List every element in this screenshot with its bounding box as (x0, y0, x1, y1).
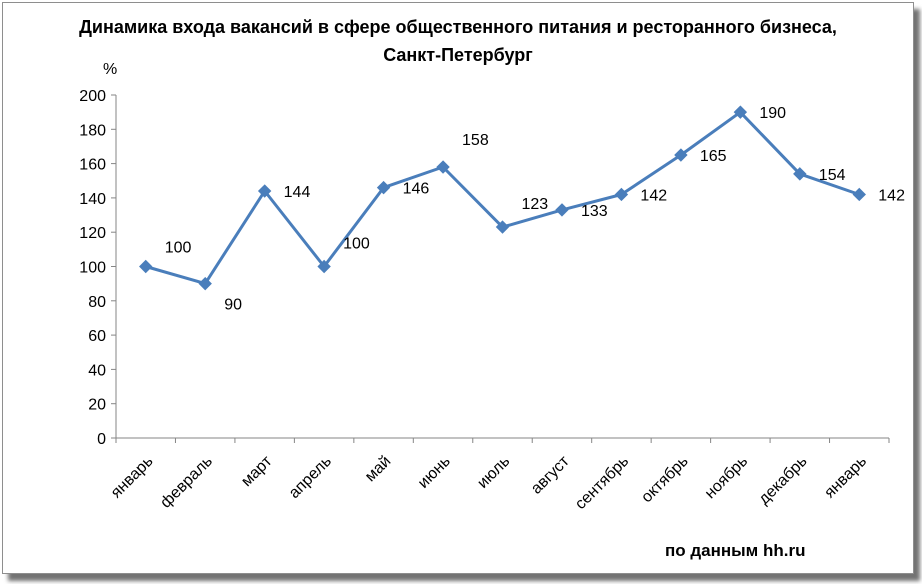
chart-frame: Динамика входа вакансий в сфере обществе… (2, 2, 914, 574)
x-tick-label: январь (108, 453, 157, 502)
y-tick-label: 80 (88, 294, 106, 311)
data-label: 90 (224, 297, 242, 314)
data-label: 100 (343, 236, 370, 253)
chart-title: Динамика входа вакансий в сфере обществе… (3, 13, 913, 69)
data-label: 165 (700, 148, 727, 165)
x-tick-label: февраль (157, 453, 216, 512)
x-tick-label: март (238, 452, 276, 490)
data-point (852, 187, 866, 202)
data-point (436, 160, 450, 174)
y-tick-label: 0 (97, 431, 106, 448)
data-point (376, 180, 391, 195)
data-point (495, 220, 510, 234)
data-point (555, 203, 569, 217)
y-tick-label: 40 (88, 362, 106, 379)
chart-title-line-2: Санкт-Петербург (383, 45, 533, 65)
y-tick-label: 140 (79, 191, 106, 208)
x-tick-label: январь (821, 453, 870, 502)
x-tick-label: май (362, 453, 394, 485)
x-tick-label: июль (474, 453, 513, 492)
data-label: 142 (640, 187, 667, 204)
y-tick-label: 180 (79, 122, 106, 139)
y-tick-label: 160 (79, 157, 106, 174)
data-label: 144 (284, 184, 311, 201)
source-note: по данным hh.ru (665, 541, 806, 560)
data-label: 158 (462, 132, 489, 149)
data-point (257, 184, 272, 198)
y-tick-label: 200 (79, 88, 106, 105)
y-tick-label: 120 (79, 225, 106, 242)
chart-title-line-1: Динамика входа вакансий в сфере обществе… (79, 17, 837, 37)
data-point (733, 105, 748, 119)
x-tick-label: апрель (286, 453, 335, 502)
data-label: 190 (759, 105, 786, 122)
data-point (674, 148, 688, 162)
data-label: 123 (522, 196, 549, 213)
data-point (198, 276, 212, 291)
data-point (614, 187, 629, 202)
data-label: 133 (581, 203, 608, 220)
y-tick-label: 100 (79, 260, 106, 277)
data-label: 154 (819, 167, 846, 184)
data-point (139, 259, 153, 274)
x-tick-label: ноябрь (702, 453, 751, 502)
x-tick-label: декабрь (756, 453, 811, 508)
x-tick-label: август (528, 452, 573, 497)
x-tick-label: октябрь (638, 453, 691, 506)
x-tick-label: сентябрь (572, 453, 632, 513)
data-label: 100 (165, 240, 192, 257)
data-label: 142 (878, 187, 905, 204)
data-point (793, 167, 807, 181)
data-point (317, 259, 331, 274)
x-tick-label: июнь (415, 453, 454, 492)
y-tick-label: 20 (88, 397, 106, 414)
y-tick-label: 60 (88, 328, 106, 345)
series-line (145, 110, 860, 286)
data-label: 146 (403, 181, 430, 198)
y-axis-label: % (103, 61, 117, 78)
